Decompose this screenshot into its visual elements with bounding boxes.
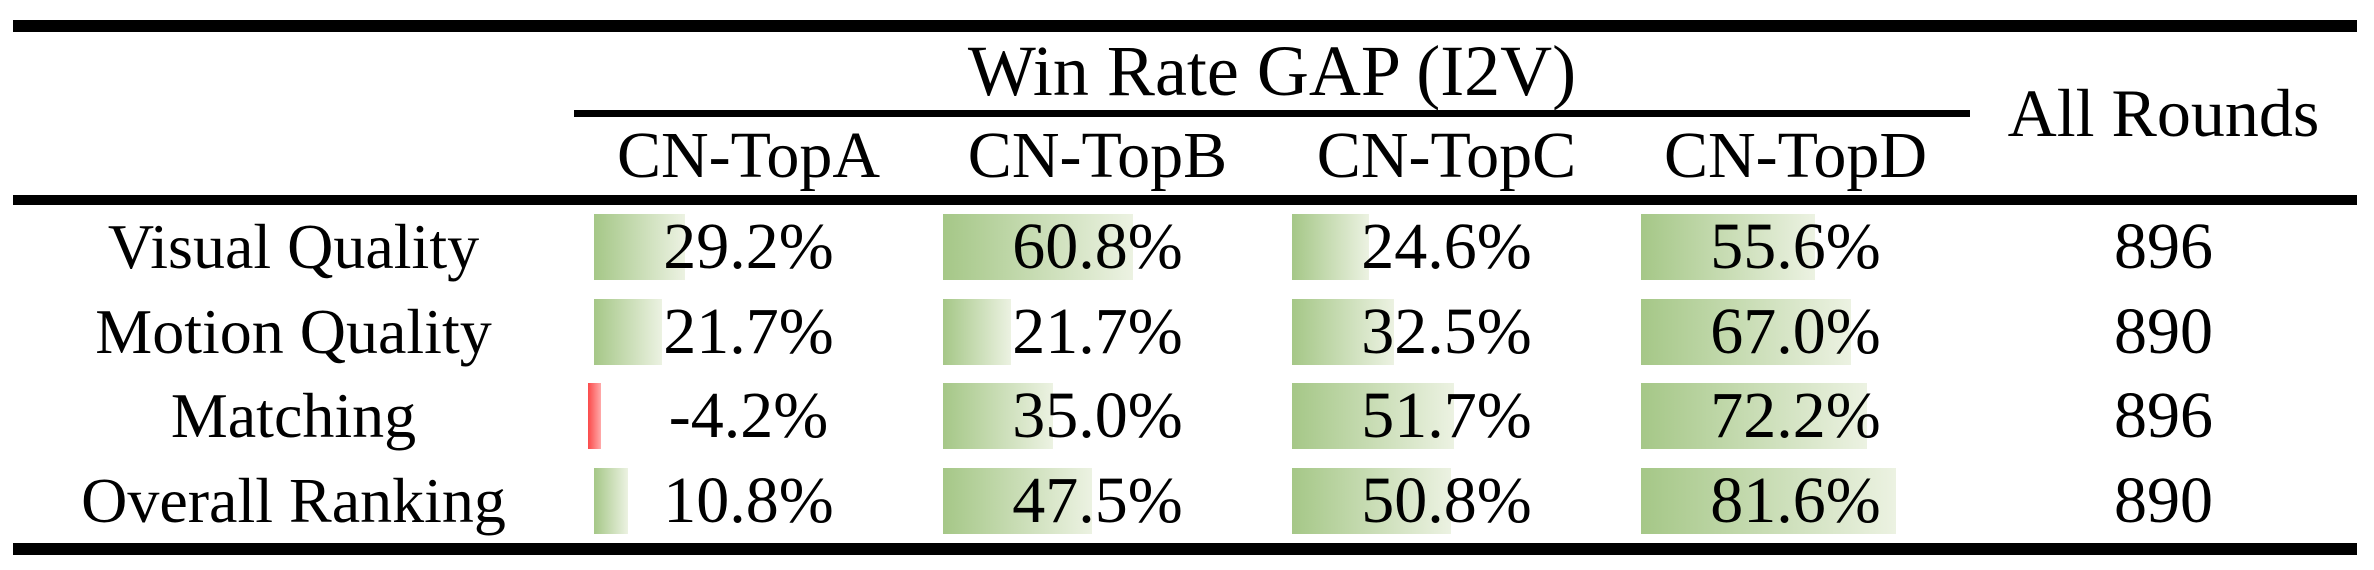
- value-text: 60.8%: [1012, 210, 1183, 283]
- value-text: 29.2%: [663, 210, 834, 283]
- value-cell: 50.8%: [1272, 459, 1621, 544]
- header-body-rule: [13, 195, 2357, 205]
- data-bar: [943, 298, 1011, 365]
- value-cell: 24.6%: [1272, 205, 1621, 290]
- value-text: -4.2%: [668, 379, 829, 452]
- data-bar: [1641, 298, 1851, 365]
- value-text: 32.5%: [1361, 294, 1532, 368]
- data-bar: [594, 467, 628, 534]
- value-cell: 10.8%: [574, 459, 923, 544]
- value-cell: 29.2%: [574, 205, 923, 290]
- value-cell: 35.0%: [923, 374, 1272, 459]
- value-cell: 51.7%: [1272, 374, 1621, 459]
- top-rule: [13, 20, 2357, 32]
- value-text: 72.2%: [1710, 379, 1881, 452]
- value-text: 47.5%: [1012, 463, 1183, 537]
- table-row: Overall Ranking 10.8% 47.5% 50.8% 81.6% …: [13, 459, 2357, 544]
- column-header-cn-topd: CN-TopD: [1663, 119, 1928, 192]
- value-text: 67.0%: [1710, 294, 1881, 368]
- bottom-rule: [13, 543, 2357, 555]
- table-body: Visual Quality 29.2% 60.8% 24.6% 55.6% 8…: [13, 205, 2357, 543]
- data-bar: [943, 214, 1134, 280]
- value-text: 24.6%: [1361, 210, 1532, 283]
- header-mid-rule: [574, 110, 1970, 117]
- column-header-cn-topb: CN-TopB: [967, 119, 1228, 192]
- table-row: Visual Quality 29.2% 60.8% 24.6% 55.6% 8…: [13, 205, 2357, 290]
- value-cell: 32.5%: [1272, 290, 1621, 375]
- data-bar: [943, 383, 1053, 449]
- data-bar: [1292, 298, 1394, 365]
- value-text: 21.7%: [1012, 294, 1183, 368]
- value-text: 51.7%: [1361, 379, 1532, 452]
- value-cell: 67.0%: [1621, 290, 1970, 375]
- value-cell: 72.2%: [1621, 374, 1970, 459]
- data-bar: [594, 214, 686, 280]
- data-bar: [1641, 467, 1897, 534]
- value-text: 10.8%: [663, 463, 834, 537]
- table-header: Win Rate GAP (I2V) CN-TopA CN-TopB CN-To…: [13, 32, 2357, 195]
- data-bar: [1292, 214, 1369, 280]
- data-bar: [1292, 467, 1451, 534]
- value-text: 35.0%: [1012, 379, 1183, 452]
- value-cell: 55.6%: [1621, 205, 1970, 290]
- column-header-cn-topa: CN-TopA: [616, 119, 881, 192]
- all-rounds-value: 890: [2114, 463, 2213, 537]
- value-text: 21.7%: [663, 294, 834, 368]
- value-text: 81.6%: [1710, 463, 1881, 537]
- value-text: 50.8%: [1361, 463, 1532, 537]
- table-row: Matching -4.2% 35.0% 51.7% 72.2% 896: [13, 374, 2357, 459]
- row-label: Matching: [170, 380, 417, 451]
- all-rounds-value: 890: [2114, 294, 2213, 368]
- value-cell: 60.8%: [923, 205, 1272, 290]
- data-bar: [1292, 383, 1454, 449]
- data-bar: [588, 383, 602, 449]
- value-cell: 81.6%: [1621, 459, 1970, 544]
- value-cell: 47.5%: [923, 459, 1272, 544]
- table-title: Win Rate GAP (I2V): [967, 31, 1577, 111]
- data-bar: [1641, 383, 1867, 449]
- table-row: Motion Quality 21.7% 21.7% 32.5% 67.0% 8…: [13, 290, 2357, 375]
- data-bar: [594, 298, 662, 365]
- value-cell: 21.7%: [574, 290, 923, 375]
- row-label: Overall Ranking: [81, 464, 506, 536]
- data-bar: [943, 467, 1092, 534]
- header-span-group: Win Rate GAP (I2V) CN-TopA CN-TopB CN-To…: [574, 32, 1970, 195]
- value-cell: -4.2%: [574, 374, 923, 459]
- column-header-cn-topc: CN-TopC: [1316, 119, 1577, 192]
- value-cell: 21.7%: [923, 290, 1272, 375]
- row-label: Motion Quality: [95, 295, 492, 367]
- column-headers: CN-TopA CN-TopB CN-TopC CN-TopD: [574, 117, 1970, 195]
- row-label: Visual Quality: [107, 211, 480, 282]
- header-spacer: [13, 32, 574, 195]
- value-text: 55.6%: [1710, 210, 1881, 283]
- all-rounds-value: 896: [2114, 210, 2213, 283]
- all-rounds-value: 896: [2114, 379, 2213, 452]
- column-header-all-rounds: All Rounds: [2007, 75, 2320, 151]
- data-bar: [1641, 214, 1815, 280]
- results-table: Win Rate GAP (I2V) CN-TopA CN-TopB CN-To…: [13, 0, 2357, 555]
